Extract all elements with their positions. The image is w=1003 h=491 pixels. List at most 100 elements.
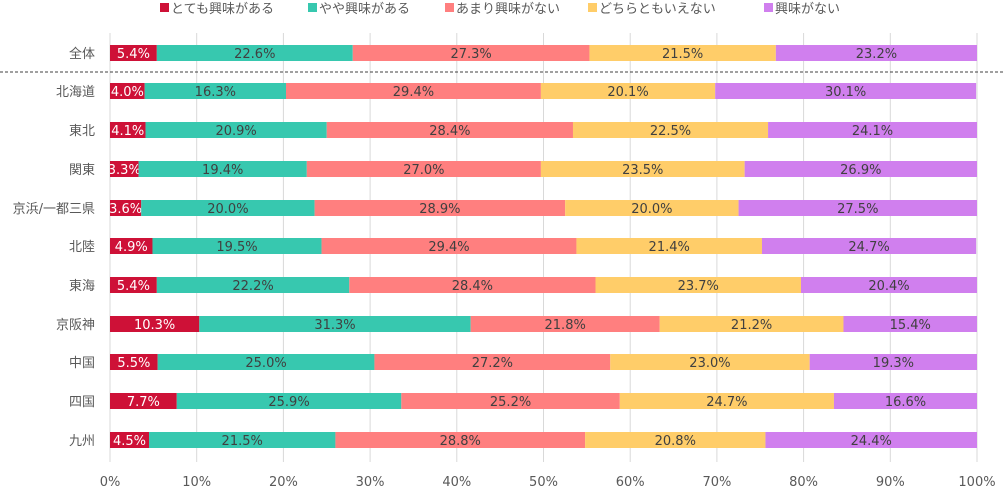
data-label: 31.3% — [314, 318, 355, 333]
bar-segment — [589, 45, 776, 61]
category-label: 東海 — [69, 278, 95, 294]
bar-segment — [321, 238, 577, 254]
data-label: 28.8% — [440, 434, 481, 449]
data-label: 21.8% — [545, 318, 586, 333]
data-label: 4.5% — [113, 434, 146, 449]
bar-segment — [715, 83, 977, 99]
data-label: 19.5% — [216, 240, 257, 255]
bar-segment — [199, 316, 471, 332]
bar-segment — [761, 238, 977, 254]
data-label: 4.1% — [111, 124, 144, 139]
legend-label: やや興味がある — [319, 2, 410, 17]
bar-segment — [110, 316, 200, 332]
legend: とても興味がある やや興味がある あまり興味がない どちらともいえない 興味がない — [160, 2, 840, 17]
category-label: 京浜/一都三県 — [13, 202, 95, 217]
category-label: 中国 — [69, 356, 95, 371]
legend-label: 興味がない — [775, 2, 840, 17]
bar-segment — [145, 122, 327, 138]
bar-segment — [314, 200, 566, 216]
data-label: 21.5% — [222, 434, 263, 449]
x-axis-ticks: 0% 10% 20% 30% 40% 50% 60% 70% 80% 90% 100% — [100, 475, 996, 490]
data-label: 23.5% — [622, 163, 663, 178]
legend-swatch — [160, 3, 169, 12]
data-label: 25.2% — [490, 395, 531, 410]
bar-segment — [619, 393, 834, 409]
bar-segment — [843, 316, 977, 332]
bar-segment — [110, 200, 142, 216]
category-label: 全体 — [69, 46, 95, 62]
data-label: 27.0% — [403, 163, 444, 178]
bar-segment — [585, 432, 766, 448]
x-tick-label: 90% — [876, 475, 905, 490]
data-label: 27.2% — [472, 356, 513, 371]
bar-segment — [110, 432, 150, 448]
data-label: 20.8% — [655, 434, 696, 449]
data-label: 28.4% — [429, 124, 470, 139]
legend-label: あまり興味がない — [456, 2, 560, 17]
x-tick-label: 40% — [442, 475, 471, 490]
data-label: 24.1% — [852, 124, 893, 139]
data-label: 19.4% — [202, 163, 243, 178]
x-tick-label: 60% — [616, 475, 645, 490]
bar-segment — [286, 83, 541, 99]
data-label: 20.1% — [607, 85, 648, 100]
data-label: 21.5% — [662, 47, 703, 62]
data-label: 25.0% — [245, 356, 286, 371]
data-label: 21.2% — [731, 318, 772, 333]
bar-segment — [610, 354, 810, 370]
bar-segment — [768, 122, 977, 138]
data-label: 30.1% — [825, 85, 866, 100]
bar-segment — [149, 432, 336, 448]
category-label: 九州 — [69, 434, 95, 449]
bar-segment — [110, 45, 157, 61]
bar-segment — [141, 200, 315, 216]
data-label: 25.9% — [268, 395, 309, 410]
x-tick-label: 50% — [529, 475, 558, 490]
bars: 5.4% 22.6% 27.3% 21.5% 23.2% 4.0% 16.3% 29.4% 20… — [109, 45, 977, 449]
data-label: 23.2% — [856, 47, 897, 62]
bar-segment — [659, 316, 844, 332]
bar-segment — [110, 393, 177, 409]
data-label: 26.9% — [840, 163, 881, 178]
category-label: 北海道 — [56, 85, 95, 100]
data-label: 5.4% — [117, 47, 150, 62]
bar-segment — [540, 161, 745, 177]
bar-segment — [110, 122, 146, 138]
x-tick-label: 70% — [702, 475, 731, 490]
data-label: 20.9% — [215, 124, 256, 139]
bar-segment — [540, 83, 716, 99]
data-label: 27.3% — [450, 47, 491, 62]
data-label: 7.7% — [127, 395, 160, 410]
bar-segment — [157, 354, 375, 370]
data-label: 16.3% — [195, 85, 236, 100]
data-label: 23.7% — [678, 279, 719, 294]
category-label: 東北 — [69, 123, 95, 139]
bar-segment — [152, 238, 322, 254]
data-label: 22.5% — [650, 124, 691, 139]
data-label: 15.4% — [890, 318, 931, 333]
legend-swatch — [588, 3, 597, 12]
bar-segment — [374, 354, 611, 370]
bar-segment — [138, 161, 307, 177]
category-label: 京阪神 — [56, 318, 95, 333]
data-label: 4.0% — [111, 85, 144, 100]
bar-segment — [576, 238, 762, 254]
bar-segment — [572, 122, 769, 138]
data-label: 20.0% — [207, 202, 248, 217]
bar-segment — [833, 393, 977, 409]
bar-segment — [352, 45, 590, 61]
bar-segment — [595, 277, 801, 293]
data-label: 10.3% — [134, 318, 175, 333]
bar-segment — [306, 161, 541, 177]
x-tick-label: 20% — [269, 475, 298, 490]
bar-segment — [110, 83, 145, 99]
bar-segment — [349, 277, 596, 293]
bar-segment — [176, 393, 402, 409]
bar-segment — [800, 277, 977, 293]
bar-segment — [401, 393, 620, 409]
x-tick-label: 0% — [100, 475, 121, 490]
bar-segment — [775, 45, 977, 61]
bar-segment — [738, 200, 977, 216]
data-label: 3.6% — [109, 202, 142, 217]
data-label: 19.3% — [873, 356, 914, 371]
